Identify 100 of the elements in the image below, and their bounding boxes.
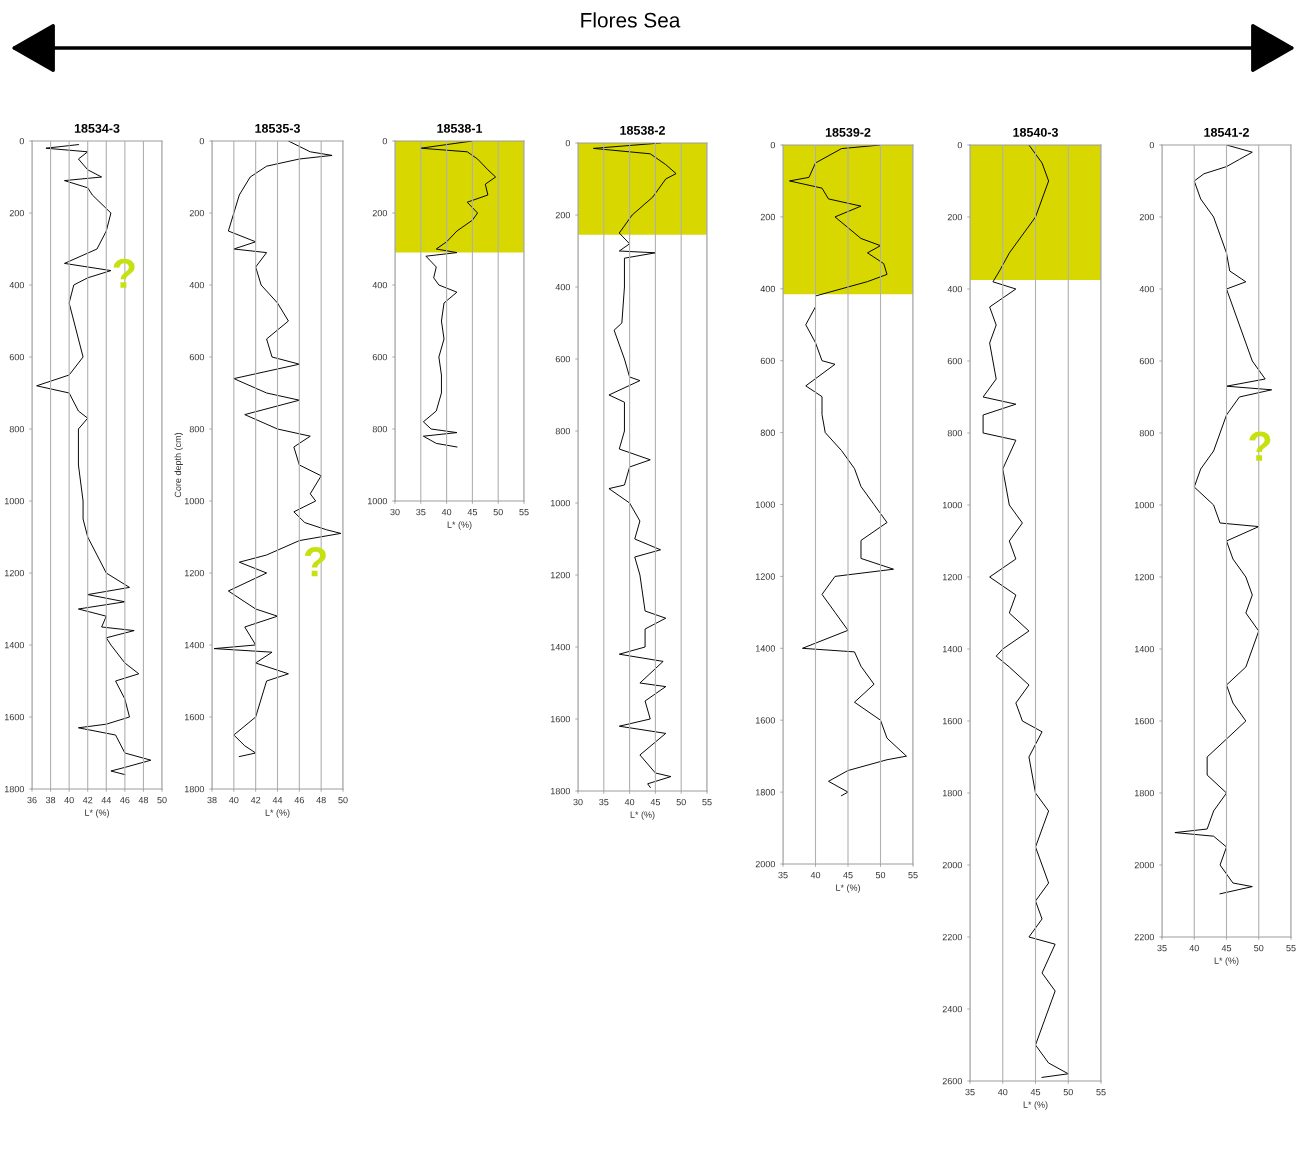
x-tick-label: 46	[120, 796, 130, 804]
x-tick-label: 55	[519, 508, 529, 516]
x-tick-label: 50	[157, 796, 167, 804]
y-tick-label: 2600	[942, 1077, 963, 1085]
y-tick-label: 2000	[942, 861, 963, 869]
y-tick-label: 1200	[4, 569, 25, 577]
y-tick-label: 1800	[755, 789, 776, 796]
x-tick-label: 35	[1157, 944, 1167, 952]
x-tick-label: 38	[207, 796, 217, 804]
y-tick-label: 200	[9, 209, 25, 217]
x-axis-title: L* (%)	[85, 809, 109, 818]
y-tick-label: 0	[565, 139, 571, 147]
y-tick-label: 400	[947, 285, 963, 293]
y-tick-label: 600	[760, 357, 776, 365]
y-tick-label: 400	[555, 283, 571, 291]
y-tick-label: 1200	[755, 573, 776, 580]
chart-title: 18540-3	[1013, 127, 1058, 137]
y-tick-label: 200	[372, 209, 388, 217]
y-tick-label: 2400	[942, 1005, 963, 1013]
y-tick-label: 600	[9, 353, 25, 361]
y-tick-label: 1800	[4, 785, 25, 793]
y-tick-label: 1800	[942, 789, 963, 797]
x-axis-title: L* (%)	[265, 809, 290, 818]
y-tick-label: 800	[189, 425, 205, 433]
y-tick-label: 800	[9, 425, 25, 433]
y-tick-label: 1000	[1134, 501, 1155, 509]
y-tick-label: 1400	[550, 643, 571, 651]
y-tick-label: 400	[1139, 285, 1155, 293]
x-tick-label: 40	[810, 871, 821, 879]
y-tick-label: 2200	[1134, 933, 1155, 941]
y-tick-label: 800	[1139, 429, 1155, 437]
x-tick-label: 35	[416, 508, 426, 516]
y-tick-label: 2000	[1134, 861, 1155, 869]
y-tick-label: 1600	[755, 717, 776, 724]
y-tick-label: 2000	[755, 860, 776, 868]
y-tick-label: 1200	[1134, 573, 1155, 581]
y-tick-label: 1200	[942, 573, 963, 581]
y-tick-label: 1000	[184, 497, 205, 505]
x-tick-label: 35	[778, 871, 788, 879]
x-tick-label: 45	[1030, 1088, 1041, 1096]
x-tick-label: 50	[493, 508, 503, 516]
x-tick-label: 50	[1063, 1088, 1073, 1096]
y-tick-label: 400	[9, 281, 25, 289]
y-tick-label: 1000	[755, 501, 776, 508]
y-tick-label: 1800	[184, 785, 205, 793]
x-tick-label: 44	[272, 796, 283, 804]
x-tick-label: 45	[650, 798, 661, 806]
x-tick-label: 50	[338, 796, 348, 804]
y-tick-label: 1600	[942, 717, 963, 725]
x-tick-label: 30	[390, 508, 400, 516]
x-tick-label: 40	[229, 796, 239, 804]
line-series	[420, 141, 497, 448]
y-tick-label: 400	[760, 285, 776, 293]
y-tick-label: 200	[1139, 213, 1155, 221]
x-axis-title: L* (%)	[630, 811, 655, 820]
x-tick-label: 44	[101, 796, 112, 804]
annotation: ?	[1249, 431, 1271, 461]
y-tick-label: 200	[555, 211, 571, 219]
y-tick-label: 600	[1139, 357, 1155, 365]
y-tick-label: 1000	[550, 499, 571, 507]
y-tick-label: 0	[19, 137, 25, 145]
x-tick-label: 48	[316, 796, 326, 804]
x-tick-label: 45	[1221, 944, 1232, 952]
line-series	[36, 144, 152, 776]
line-series	[1174, 145, 1273, 895]
x-tick-label: 42	[82, 796, 93, 804]
y-tick-label: 600	[189, 353, 205, 361]
x-tick-label: 40	[997, 1088, 1008, 1096]
y-tick-label: 1400	[184, 641, 205, 649]
x-tick-label: 55	[702, 798, 712, 806]
x-axis-title: L* (%)	[1023, 1101, 1048, 1110]
y-tick-label: 800	[760, 429, 776, 436]
y-tick-label: 1200	[550, 571, 571, 579]
y-tick-label: 1600	[1134, 717, 1155, 725]
x-tick-label: 48	[138, 796, 149, 804]
x-axis-title: L* (%)	[1214, 957, 1239, 966]
x-tick-label: 45	[467, 508, 478, 516]
y-tick-label: 0	[957, 141, 963, 149]
x-tick-label: 40	[1189, 944, 1199, 952]
x-tick-label: 55	[1096, 1088, 1106, 1096]
line-series	[789, 145, 907, 797]
x-tick-label: 35	[965, 1088, 975, 1096]
y-tick-label: 200	[760, 213, 776, 221]
annotation: ?	[113, 258, 135, 288]
y-tick-label: 800	[555, 427, 571, 435]
y-tick-label: 400	[372, 281, 388, 289]
text: Flores Sea	[581, 12, 681, 28]
y-tick-label: 200	[947, 213, 963, 221]
x-tick-label: 36	[27, 796, 37, 804]
y-tick-label: 1200	[184, 569, 205, 577]
y-tick-label: 0	[199, 137, 205, 145]
chart-title: 18534-3	[74, 123, 120, 133]
x-axis-title: L* (%)	[447, 521, 472, 530]
annotation: ?	[304, 547, 326, 577]
x-tick-label: 42	[250, 796, 261, 804]
y-tick-label: 0	[1149, 141, 1155, 149]
y-tick-label: 600	[372, 353, 388, 361]
chart-title: 18541-2	[1204, 127, 1249, 137]
y-tick-label: 1800	[550, 787, 571, 795]
y-tick-label: 800	[947, 429, 963, 437]
